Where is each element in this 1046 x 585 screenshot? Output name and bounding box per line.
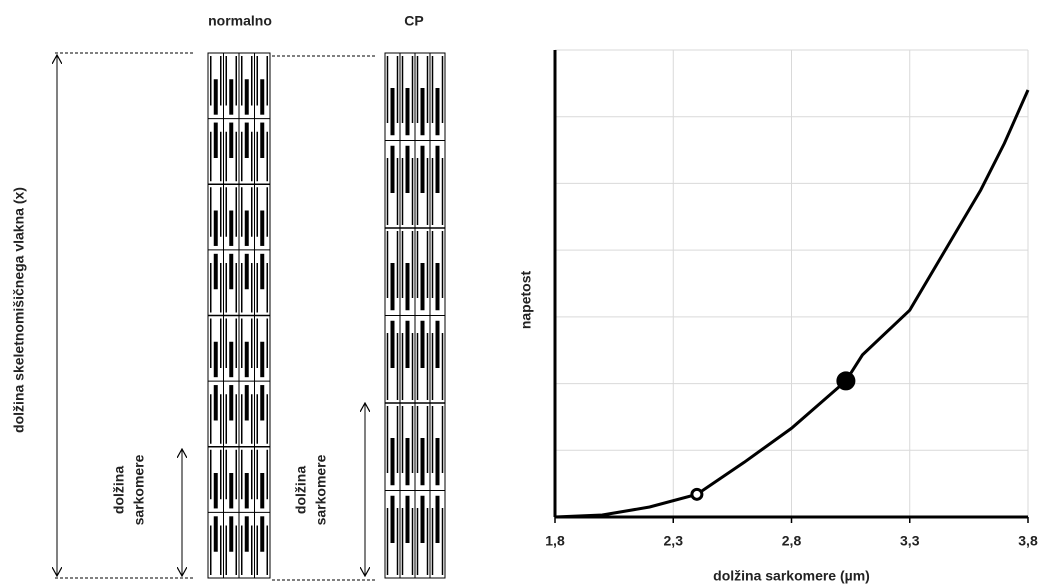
sarcomere-diagram: normalno CP dolžina skeletnomišičnega vl…	[11, 13, 446, 581]
myosin	[420, 145, 425, 193]
myosin	[260, 341, 265, 378]
myosin	[260, 79, 265, 115]
myosin	[213, 210, 218, 246]
myosin	[229, 79, 234, 115]
myosin	[229, 473, 234, 509]
x-axis-label: dolžina sarkomere (µm)	[713, 568, 870, 584]
sarcomere-label: dolžina	[111, 466, 127, 514]
myosin	[213, 122, 218, 158]
myosin	[405, 495, 410, 543]
myosin	[260, 473, 265, 509]
sarcomere-label: dolžina	[293, 466, 309, 514]
myosin	[390, 320, 395, 368]
myosin	[435, 320, 440, 368]
fiber-length-label: dolžina skeletnomišičnega vlakna (x)	[11, 187, 27, 433]
x-tick-label: 3,3	[900, 533, 920, 549]
myosin	[435, 145, 440, 193]
myosin	[229, 122, 234, 158]
sarcomere-label: sarkomere	[131, 454, 147, 525]
myosin	[213, 341, 218, 378]
myosin	[229, 385, 234, 421]
myosin	[420, 438, 425, 486]
myosin	[435, 438, 440, 486]
myosin	[229, 253, 234, 290]
x-tick-label: 3,8	[1018, 533, 1038, 549]
chart: 1,8 2,3 2,8 3,3 3,8 dolžina sarkomere (µm) nap…	[518, 49, 1038, 584]
x-tick-label: 2,8	[782, 533, 802, 549]
myosin	[390, 145, 395, 193]
myosin	[244, 385, 249, 421]
myosin	[229, 341, 234, 378]
myosin	[229, 210, 234, 246]
myosin	[244, 516, 249, 552]
myosin	[244, 210, 249, 246]
myosin	[390, 263, 395, 311]
myosin	[213, 79, 218, 115]
point	[836, 371, 856, 391]
myosin	[244, 253, 249, 290]
myosin	[390, 495, 395, 543]
myosin	[390, 88, 395, 136]
x-tick-label: 2,3	[664, 533, 684, 549]
sarcomere-label: sarkomere	[313, 454, 329, 525]
myosin	[213, 385, 218, 421]
myosin	[405, 438, 410, 486]
normal-title: normalno	[208, 13, 272, 29]
myosin	[244, 79, 249, 115]
myosin	[420, 88, 425, 136]
myosin	[260, 516, 265, 552]
y-axis-label: napetost	[518, 270, 534, 329]
point	[690, 487, 704, 501]
myosin	[405, 88, 410, 136]
myosin	[420, 263, 425, 311]
myosin	[405, 263, 410, 311]
myosin	[435, 88, 440, 136]
cp-title: CP	[404, 13, 423, 29]
myosin	[260, 385, 265, 421]
myosin	[390, 438, 395, 486]
myosin	[213, 516, 218, 552]
x-tick-label: 1,8	[545, 533, 565, 549]
myosin	[405, 145, 410, 193]
myosin	[435, 495, 440, 543]
myosin	[260, 122, 265, 158]
myosin	[420, 495, 425, 543]
myosin	[420, 320, 425, 368]
myosin	[244, 122, 249, 158]
myosin	[405, 320, 410, 368]
myosin	[229, 516, 234, 552]
myosin	[213, 473, 218, 509]
myosin	[260, 253, 265, 290]
myosin	[435, 263, 440, 311]
myosin	[244, 341, 249, 378]
myosin	[213, 253, 218, 290]
myosin	[244, 473, 249, 509]
myosin	[260, 210, 265, 246]
